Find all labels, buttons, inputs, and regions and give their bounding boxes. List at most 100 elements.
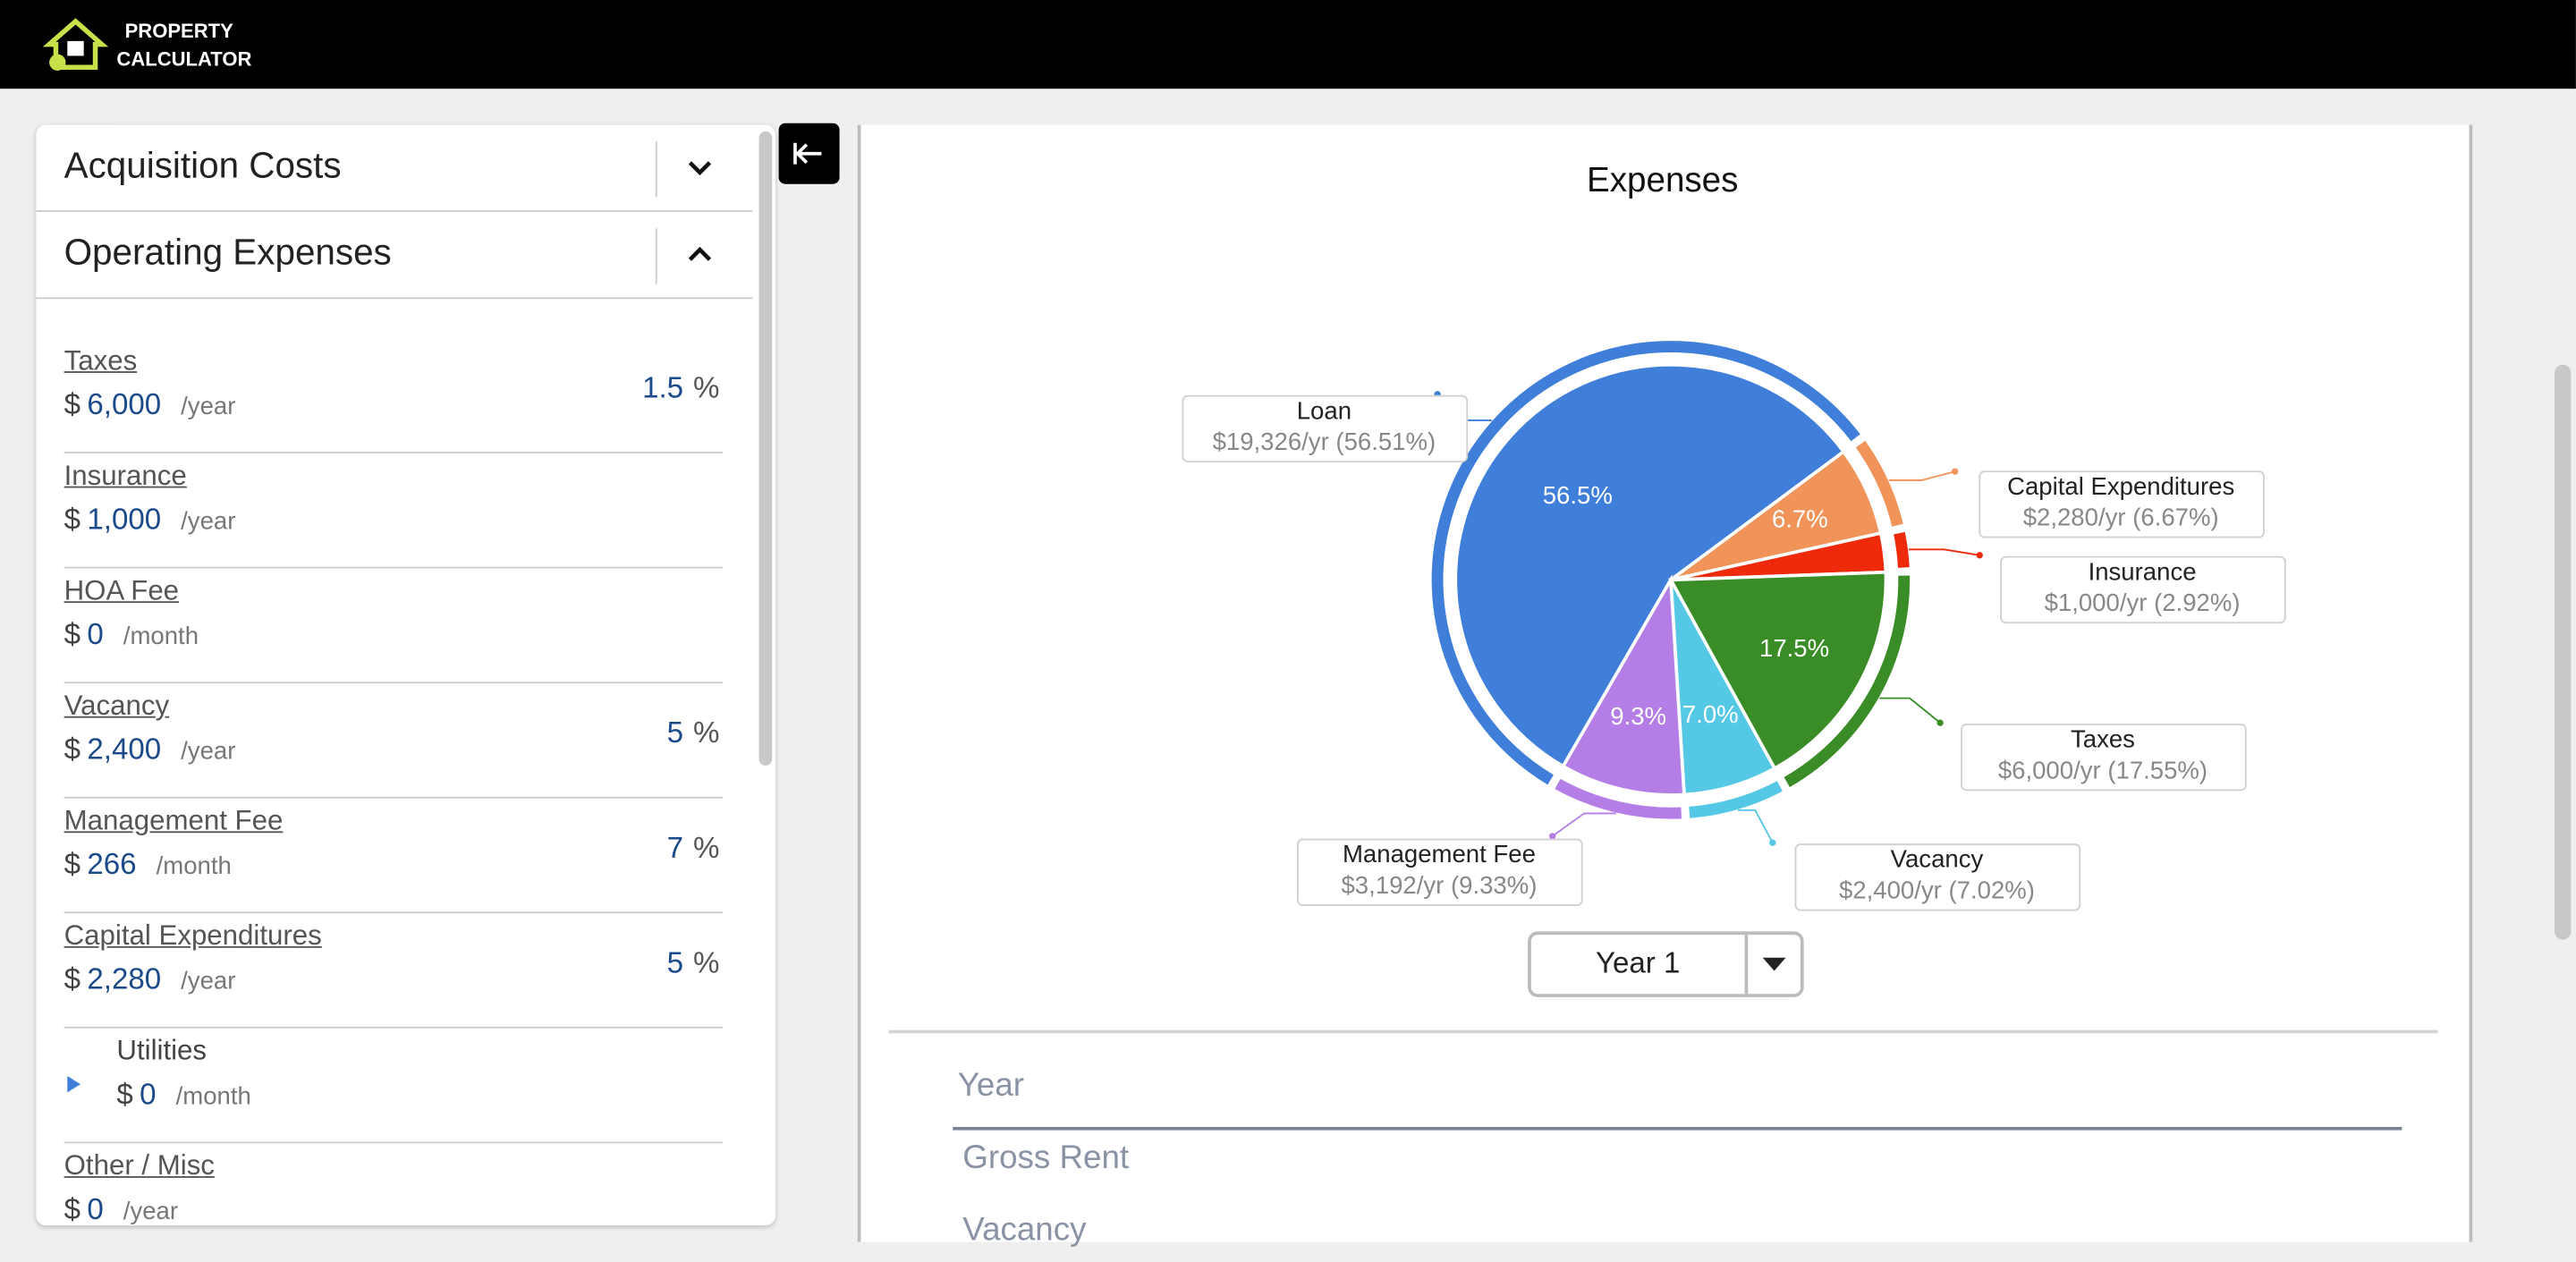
amount-value: 266 — [87, 847, 137, 881]
pie-slice — [1561, 574, 1686, 797]
section-title: Operating Expenses — [64, 231, 392, 273]
callout-box — [1794, 843, 2081, 911]
callout-value: $6,000/yr (17.55%) — [1998, 757, 2207, 784]
leader-dot — [1951, 468, 1959, 475]
unit: /month — [156, 852, 232, 881]
year-select-value: Year 1 — [1595, 945, 1681, 979]
callout-name: Taxes — [2071, 725, 2135, 753]
item-label[interactable]: Capital Expenditures — [64, 919, 322, 952]
item-percent: 1.5% — [642, 371, 719, 406]
percent-value: 1.5 — [642, 371, 684, 404]
callout-value: $1,000/yr (2.92%) — [2045, 589, 2241, 616]
header-rule — [953, 1126, 2402, 1131]
leader-dot — [1976, 552, 1983, 559]
item-amount: $2,280/year — [64, 962, 236, 997]
section-title: Acquisition Costs — [64, 144, 342, 186]
amount-value: 6,000 — [87, 387, 162, 421]
callout-name: Loan — [1297, 396, 1352, 424]
chevron-down — [688, 161, 712, 176]
year-select[interactable]: Year 1 — [1528, 931, 1804, 997]
callout-box — [1297, 838, 1583, 906]
percent-unit: % — [693, 945, 720, 979]
caret — [1762, 957, 1786, 971]
item-amount: $266/month — [64, 848, 232, 883]
item-label[interactable]: Utilities — [116, 1035, 208, 1067]
callout-name: Vacancy — [1891, 845, 1984, 873]
pie-slice — [1453, 362, 1846, 769]
slice-label: 7.0% — [1682, 700, 1739, 728]
item-label[interactable]: Other / Misc — [64, 1149, 215, 1182]
item-amount: $0/month — [116, 1078, 250, 1113]
amount-value: 0 — [140, 1077, 157, 1111]
unit: /year — [181, 507, 236, 536]
currency: $ — [64, 387, 81, 421]
pie-ring — [1555, 778, 1682, 819]
unit: /month — [175, 1082, 251, 1111]
table-cell: Vacancy — [962, 1212, 1087, 1249]
slice-label: 17.5% — [1759, 634, 1829, 662]
callout-name: Capital Expenditures — [2007, 472, 2234, 500]
callout-name: Insurance — [2089, 557, 2197, 585]
divider — [655, 140, 657, 198]
divider — [1744, 935, 1749, 995]
leader-dot — [1936, 719, 1944, 726]
currency: $ — [64, 962, 81, 996]
currency: $ — [64, 1192, 81, 1226]
amount-value: 2,280 — [87, 962, 162, 996]
sidebar: Acquisition Costs Operating Expenses Tax… — [36, 124, 775, 1226]
item-amount: $2,400/year — [64, 733, 236, 767]
item-label[interactable]: Taxes — [64, 344, 138, 377]
scrollbar-thumb[interactable] — [758, 131, 773, 766]
slice-label: 6.7% — [1772, 505, 1828, 533]
unit: /year — [181, 392, 236, 421]
expense-item: Taxes $6,000/year 1.5% — [64, 338, 724, 453]
currency: $ — [64, 503, 81, 536]
leader-dot — [1769, 839, 1776, 846]
section-header[interactable]: Operating Expenses — [36, 212, 753, 300]
leader-line — [1888, 470, 1955, 481]
leader-dot — [1549, 833, 1556, 840]
percent-unit: % — [693, 716, 720, 750]
expand-toggle[interactable] — [64, 1074, 84, 1094]
amount-value: 0 — [87, 1192, 104, 1226]
item-label[interactable]: Insurance — [64, 460, 187, 492]
unit: /year — [123, 1197, 179, 1226]
currency: $ — [64, 733, 81, 766]
brand: PROPERTY CALCULATOR — [116, 18, 251, 73]
item-label[interactable]: Management Fee — [64, 804, 284, 836]
expense-item: Utilities $0/month — [64, 1029, 724, 1144]
callout-box — [1961, 724, 2247, 792]
amount-value: 2,400 — [87, 733, 162, 766]
callout-box — [2000, 555, 2286, 624]
pie-slice — [1667, 570, 1888, 771]
callout-value: $2,280/yr (6.67%) — [2023, 504, 2219, 531]
expense-item: Management Fee $266/month 7% — [64, 799, 724, 914]
leader-line — [1879, 697, 1941, 724]
pie-ring — [1784, 575, 1911, 788]
unit: /year — [181, 967, 236, 996]
currency: $ — [64, 847, 81, 881]
collapse-icon — [793, 142, 822, 165]
item-percent: 5% — [667, 946, 720, 981]
section-header[interactable]: Acquisition Costs — [36, 125, 753, 212]
expense-item: HOA Fee $0/month — [64, 568, 724, 684]
collapse-button[interactable] — [778, 123, 840, 184]
pie-ring — [1855, 440, 1903, 527]
percent-value: 5 — [666, 945, 684, 979]
percent-value: 5 — [666, 716, 684, 750]
item-label[interactable]: Vacancy — [64, 690, 170, 722]
item-label[interactable]: HOA Fee — [64, 574, 180, 606]
divider — [655, 228, 657, 284]
item-amount: $6,000/year — [64, 387, 236, 422]
pie-ring — [1431, 341, 1860, 785]
item-percent: 7% — [667, 831, 720, 866]
page-scrollbar[interactable] — [2555, 364, 2572, 940]
separator — [888, 1029, 2438, 1034]
pie-ring — [1689, 781, 1783, 818]
brand-line: PROPERTY — [124, 20, 233, 43]
currency: $ — [116, 1077, 133, 1111]
unit: /month — [123, 623, 199, 651]
